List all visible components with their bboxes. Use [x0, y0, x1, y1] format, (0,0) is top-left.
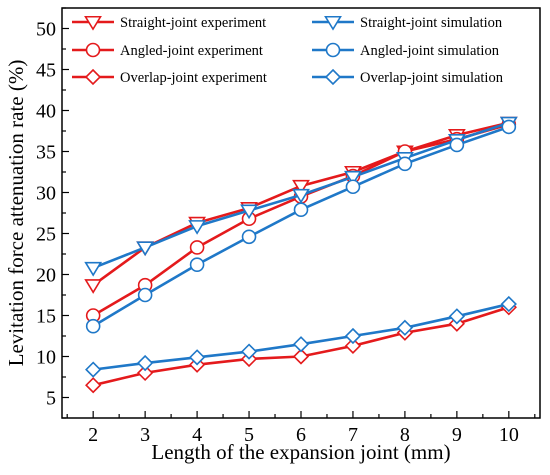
legend-label: Angled-joint experiment [120, 43, 263, 59]
legend-item: Overlap-joint simulation [312, 68, 504, 86]
legend-item: Angled-joint simulation [312, 42, 500, 59]
x-tick-label: 3 [140, 424, 150, 446]
data-point [189, 257, 205, 272]
legend-marker [85, 42, 101, 58]
legend-marker [84, 15, 102, 31]
legend-label: Straight-joint simulation [360, 15, 503, 31]
data-point [448, 308, 466, 325]
y-tick-label: 10 [36, 347, 56, 369]
data-point [136, 364, 154, 382]
y-tick-label: 50 [36, 19, 56, 41]
data-point [397, 156, 413, 172]
legend: Straight-joint experiment Angled-joint ex… [72, 15, 504, 86]
y-axis-title: Levitation force attenuation rate (%) [4, 60, 28, 367]
data-point [188, 349, 206, 366]
data-point [292, 336, 310, 353]
series-line [92, 125, 510, 328]
data-point [240, 343, 258, 360]
x-axis-title: Length of the expansion joint (mm) [151, 440, 450, 464]
legend-label: Overlap-joint simulation [360, 70, 504, 86]
data-point [137, 287, 153, 303]
data-point [136, 241, 155, 257]
series-5 [85, 119, 517, 334]
y-tick-label: 35 [36, 142, 56, 164]
series-layer [84, 116, 518, 394]
data-point [344, 337, 362, 354]
data-point [293, 202, 309, 218]
series-line [92, 123, 510, 317]
y-tick-label: 15 [36, 306, 56, 328]
legend-marker [324, 68, 342, 86]
x-tick-label: 8 [400, 424, 410, 446]
data-point [85, 377, 102, 394]
legend-marker [324, 15, 342, 31]
y-tick-label: 20 [36, 265, 56, 287]
x-tick-label: 7 [348, 424, 358, 446]
x-tick-label: 6 [296, 424, 306, 446]
data-point [240, 204, 258, 220]
y-tick-label: 25 [36, 224, 56, 246]
data-point [84, 279, 103, 294]
series-6 [85, 295, 517, 378]
legend-label: Straight-joint experiment [120, 15, 266, 31]
y-tick-label: 5 [46, 388, 56, 410]
data-point [189, 240, 205, 255]
y-tick-label: 40 [36, 101, 56, 123]
legend-marker [325, 42, 341, 58]
data-point [396, 319, 414, 336]
data-point [345, 179, 361, 195]
data-point [85, 318, 101, 334]
legend-item: Straight-joint simulation [312, 15, 503, 31]
data-point [292, 188, 310, 204]
data-point [84, 261, 103, 277]
x-tick-label: 5 [244, 424, 254, 446]
x-tick-label: 4 [192, 424, 202, 446]
data-point [449, 137, 465, 153]
x-tick-label: 9 [452, 424, 462, 446]
legend-item: Angled-joint experiment [72, 42, 263, 59]
x-tick-label: 10 [499, 424, 519, 446]
x-tick-label: 2 [88, 424, 98, 446]
legend-item: Straight-joint experiment [72, 15, 266, 31]
data-point [292, 348, 310, 365]
y-tick-label: 30 [36, 183, 56, 205]
data-point [188, 220, 207, 235]
legend-label: Angled-joint simulation [360, 43, 500, 59]
y-axis-ticks: 5 10 15 20 25 30 35 40 45 50 [36, 7, 69, 419]
legend-item: Overlap-joint experiment [72, 68, 267, 86]
data-point [344, 170, 362, 186]
data-point [500, 295, 517, 313]
data-point [501, 119, 517, 135]
legend-label: Overlap-joint experiment [120, 70, 267, 86]
data-point [85, 361, 102, 378]
data-point [344, 327, 362, 345]
x-axis-ticks: 2 3 4 5 6 7 8 9 10 [66, 411, 536, 446]
data-point [241, 229, 257, 245]
legend-marker [84, 68, 102, 86]
y-tick-label: 45 [36, 60, 56, 82]
data-point [136, 354, 154, 372]
data-point [292, 179, 310, 195]
